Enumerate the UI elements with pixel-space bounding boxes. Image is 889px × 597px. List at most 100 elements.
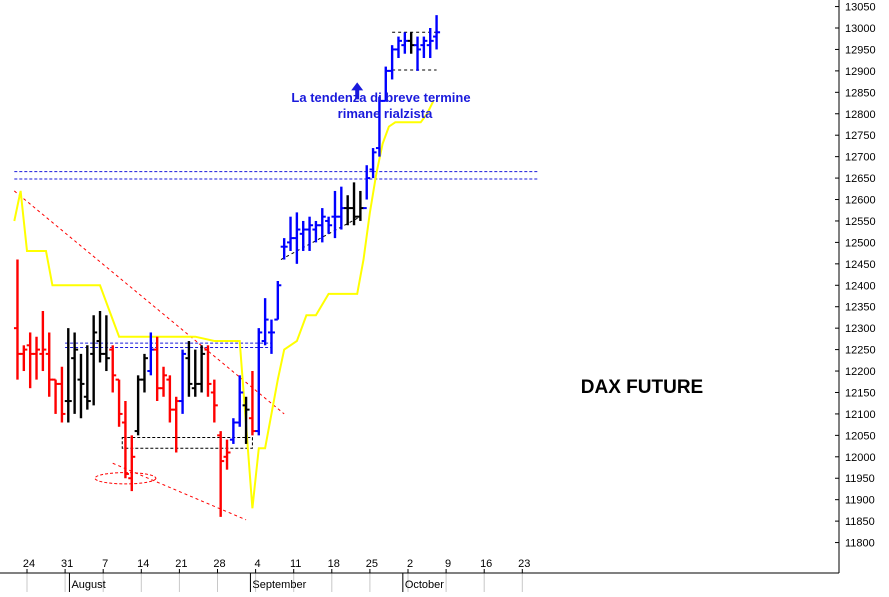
labels-layer: La tendenza di breve termine rimane rial… <box>291 90 703 398</box>
ohlc-bar <box>128 435 136 492</box>
y-tick-label: 11950 <box>845 473 875 485</box>
ohlc-bar <box>255 328 263 436</box>
ohlc-bar <box>236 375 244 427</box>
ohlc-bar <box>140 353 148 393</box>
ohlc-bar <box>420 36 428 59</box>
y-tick-label: 12700 <box>845 152 876 164</box>
ohlc-bar <box>242 396 250 444</box>
x-tick-label: 18 <box>328 558 340 570</box>
ohlc-bar <box>185 341 193 397</box>
ohlc-bar <box>90 315 98 406</box>
up-arrow-shaft <box>355 89 360 100</box>
y-tick-label: 12100 <box>845 409 876 421</box>
y-tick-label: 12500 <box>845 237 876 249</box>
ohlc-bar <box>39 311 47 372</box>
chart-title: DAX FUTURE <box>581 377 703 398</box>
ohlc-bar <box>306 216 314 251</box>
ohlc-bar <box>433 15 441 50</box>
ohlc-bar <box>369 148 377 179</box>
y-tick-label: 12050 <box>845 430 876 442</box>
y-tick-label: 12900 <box>845 66 876 78</box>
y-tick-label: 12350 <box>845 302 876 314</box>
ohlc-bar <box>58 366 66 423</box>
y-tick-label: 13050 <box>845 2 876 14</box>
x-tick-label: 7 <box>102 558 108 570</box>
y-tick-label: 13000 <box>845 23 876 35</box>
x-tick-label: 31 <box>61 558 73 570</box>
y-tick-label: 12450 <box>845 259 876 271</box>
support-box <box>121 437 253 449</box>
ohlc-bar <box>325 216 333 234</box>
x-tick-label: 21 <box>175 558 187 570</box>
y-tick-label: 12400 <box>845 280 876 292</box>
indicator-layer <box>13 82 435 509</box>
ohlc-bar <box>33 336 41 380</box>
y-tick-label: 12200 <box>845 366 876 378</box>
trend-lines-layer <box>13 31 539 521</box>
y-tick-label: 12600 <box>845 195 876 207</box>
ohlc-bar <box>318 208 326 243</box>
ohlc-bar <box>217 431 225 517</box>
y-tick-label: 11800 <box>845 538 875 550</box>
y-tick-label: 11900 <box>845 495 875 507</box>
indicator-line <box>13 100 435 509</box>
ohlc-bar <box>426 28 434 59</box>
ohlc-bar <box>293 212 301 264</box>
y-tick-label: 12550 <box>845 216 876 228</box>
x-tick-label: 14 <box>137 558 149 570</box>
y-tick-label: 11850 <box>845 516 875 528</box>
y-tick-label: 12950 <box>845 44 876 56</box>
ohlc-bar <box>109 345 117 393</box>
axes-layer: 11800 11850 11900 11950 12000 12050 12100 12150… <box>0 0 876 592</box>
ohlc-bar <box>267 319 275 354</box>
ohlc-bars-layer <box>13 15 441 517</box>
ohlc-bar <box>83 345 91 410</box>
ohlc-bar <box>20 345 28 372</box>
month-label: October <box>405 579 444 591</box>
up-arrow-icon <box>351 82 364 91</box>
ohlc-bar <box>210 379 218 423</box>
ohlc-bar <box>121 401 129 479</box>
ohlc-bar <box>204 345 212 397</box>
ohlc-bar <box>102 315 110 372</box>
month-label: September <box>252 579 306 591</box>
ohlc-bar <box>64 328 72 423</box>
ohlc-bar <box>274 280 282 321</box>
x-tick-label: 9 <box>445 558 451 570</box>
y-tick-label: 12850 <box>845 87 876 99</box>
ohlc-bar <box>115 378 123 427</box>
y-tick-label: 12750 <box>845 130 876 142</box>
annotation-line-1: La tendenza di breve termine <box>291 90 470 105</box>
ohlc-bar <box>394 36 402 59</box>
ohlc-bar <box>261 298 269 346</box>
ohlc-bar <box>160 366 168 397</box>
ohlc-bar <box>363 165 371 210</box>
x-tick-label: 16 <box>480 558 492 570</box>
annotation-line-2: rimane rialzista <box>338 106 433 121</box>
ohlc-bar <box>280 238 288 260</box>
ohlc-bar <box>414 36 422 71</box>
plot-background <box>0 0 839 573</box>
ohlc-bar <box>223 439 231 470</box>
month-label: August <box>71 579 105 591</box>
x-tick-label: 4 <box>255 558 261 570</box>
ohlc-bar <box>77 353 85 419</box>
ohlc-bar <box>198 345 206 393</box>
y-tick-label: 12000 <box>845 452 876 464</box>
x-tick-label: 25 <box>366 558 378 570</box>
trend-line <box>13 190 285 415</box>
y-tick-label: 12300 <box>845 323 876 335</box>
x-tick-label: 2 <box>407 558 413 570</box>
y-tick-label: 12800 <box>845 109 876 121</box>
trend-line <box>112 462 247 521</box>
ohlc-bar <box>179 349 187 414</box>
y-tick-label: 12650 <box>845 173 876 185</box>
x-tick-label: 28 <box>213 558 225 570</box>
x-tick-label: 24 <box>23 558 35 570</box>
y-tick-label: 12150 <box>845 387 876 399</box>
x-tick-label: 23 <box>518 558 530 570</box>
y-tick-label: 12250 <box>845 345 876 357</box>
x-tick-label: 11 <box>290 558 301 570</box>
